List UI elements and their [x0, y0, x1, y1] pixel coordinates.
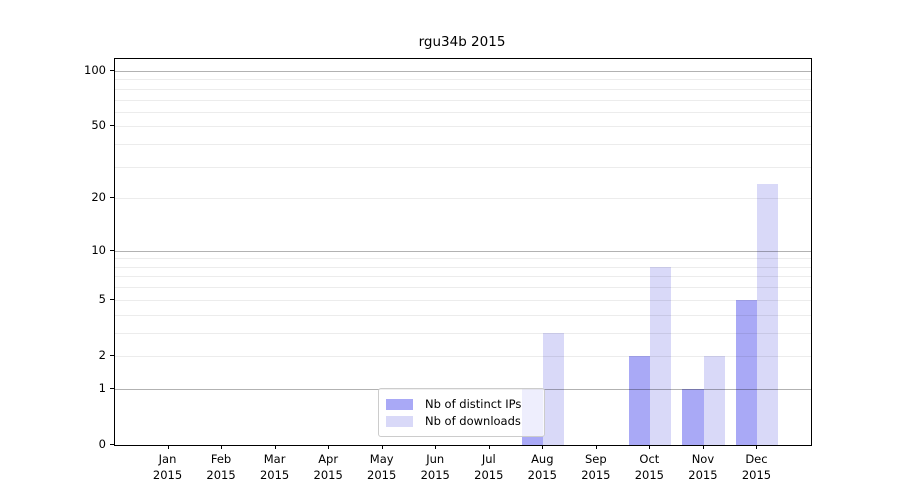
gridline	[115, 314, 811, 316]
x-tick-label: Jan 2015	[138, 452, 198, 483]
x-tick-year: 2015	[474, 467, 504, 482]
x-tick-mark	[756, 445, 758, 449]
x-tick-year: 2015	[527, 467, 557, 482]
y-tick-mark	[110, 354, 114, 356]
legend-label-distinct-ips: Nb of distinct IPs	[425, 397, 522, 411]
x-tick-year: 2015	[152, 467, 183, 482]
x-tick-year: 2015	[206, 467, 236, 482]
x-tick-label: Nov 2015	[673, 452, 733, 483]
x-tick-year: 2015	[741, 467, 772, 482]
y-tick-label: 2	[98, 347, 106, 362]
gridline	[115, 332, 811, 334]
y-tick-label: 20	[91, 190, 106, 205]
gridline	[115, 266, 811, 268]
gridline	[115, 356, 811, 357]
y-tick-mark	[110, 387, 114, 389]
gridline	[115, 198, 811, 200]
gridline	[115, 126, 811, 128]
gridline	[115, 299, 811, 301]
legend-label-downloads: Nb of downloads	[425, 414, 521, 428]
x-tick-mark	[702, 445, 704, 449]
bar	[649, 266, 672, 445]
bar	[757, 184, 779, 445]
y-tick-label: 50	[91, 118, 106, 133]
x-tick-label: Jul 2015	[459, 452, 519, 483]
legend: Nb of distinct IPs Nb of downloads	[378, 388, 545, 437]
x-tick-year: 2015	[420, 467, 450, 482]
bar	[542, 332, 565, 445]
gridline	[115, 111, 811, 113]
gridline	[115, 166, 811, 168]
x-tick-label: Aug 2015	[512, 452, 572, 483]
gridline	[115, 250, 811, 252]
y-tick-mark	[110, 444, 114, 445]
y-tick-label: 0	[98, 437, 106, 451]
gridline	[115, 144, 811, 145]
y-tick-mark	[110, 69, 114, 71]
x-tick-label: Dec 2015	[726, 452, 786, 483]
gridline	[115, 88, 811, 90]
x-tick-year: 2015	[313, 467, 343, 482]
x-tick-mark	[381, 445, 383, 449]
gridline	[115, 70, 811, 72]
y-tick-mark	[110, 125, 114, 127]
y-tick-label: 1	[98, 380, 106, 395]
legend-item-distinct-ips: Nb of distinct IPs	[386, 397, 536, 411]
x-tick-year: 2015	[688, 467, 718, 482]
x-tick-mark	[595, 445, 597, 449]
x-tick-mark	[488, 445, 490, 449]
bar	[735, 299, 758, 445]
y-tick-mark	[110, 197, 114, 199]
gridline	[115, 287, 811, 289]
x-tick-label: Sep 2015	[566, 452, 626, 483]
x-tick-mark	[435, 445, 437, 449]
y-tick-label: 5	[98, 291, 106, 306]
x-tick-year: 2015	[259, 467, 290, 482]
x-tick-label: Jun 2015	[405, 452, 465, 483]
x-tick-mark	[221, 445, 223, 449]
x-tick-label: Oct 2015	[619, 452, 679, 483]
x-tick-mark	[328, 445, 330, 449]
x-tick-mark	[542, 445, 544, 449]
plot-area	[114, 58, 812, 446]
bar	[628, 355, 650, 445]
distinct-ips-swatch-icon	[386, 398, 413, 410]
x-tick-label: Apr 2015	[298, 452, 358, 483]
y-tick-label: 100	[84, 62, 106, 77]
x-tick-mark	[274, 445, 276, 449]
x-tick-mark	[167, 445, 169, 449]
y-tick-mark	[110, 249, 114, 251]
x-tick-label: May 2015	[352, 452, 412, 483]
bar	[682, 388, 704, 445]
x-tick-year: 2015	[581, 467, 611, 482]
gridline	[115, 79, 811, 81]
chart-title: rgu34b 2015	[418, 34, 506, 50]
x-tick-year: 2015	[634, 467, 665, 482]
y-tick-mark	[110, 298, 114, 300]
x-tick-label: Mar 2015	[245, 452, 305, 483]
bar	[703, 355, 725, 445]
y-tick-label: 10	[91, 242, 106, 257]
x-tick-mark	[649, 445, 651, 449]
downloads-swatch-icon	[386, 415, 413, 427]
gridline	[115, 258, 811, 260]
legend-item-downloads: Nb of downloads	[386, 414, 536, 428]
x-tick-year: 2015	[367, 467, 397, 482]
x-tick-label: Feb 2015	[191, 452, 251, 483]
gridline	[115, 99, 811, 101]
gridline	[115, 276, 811, 278]
